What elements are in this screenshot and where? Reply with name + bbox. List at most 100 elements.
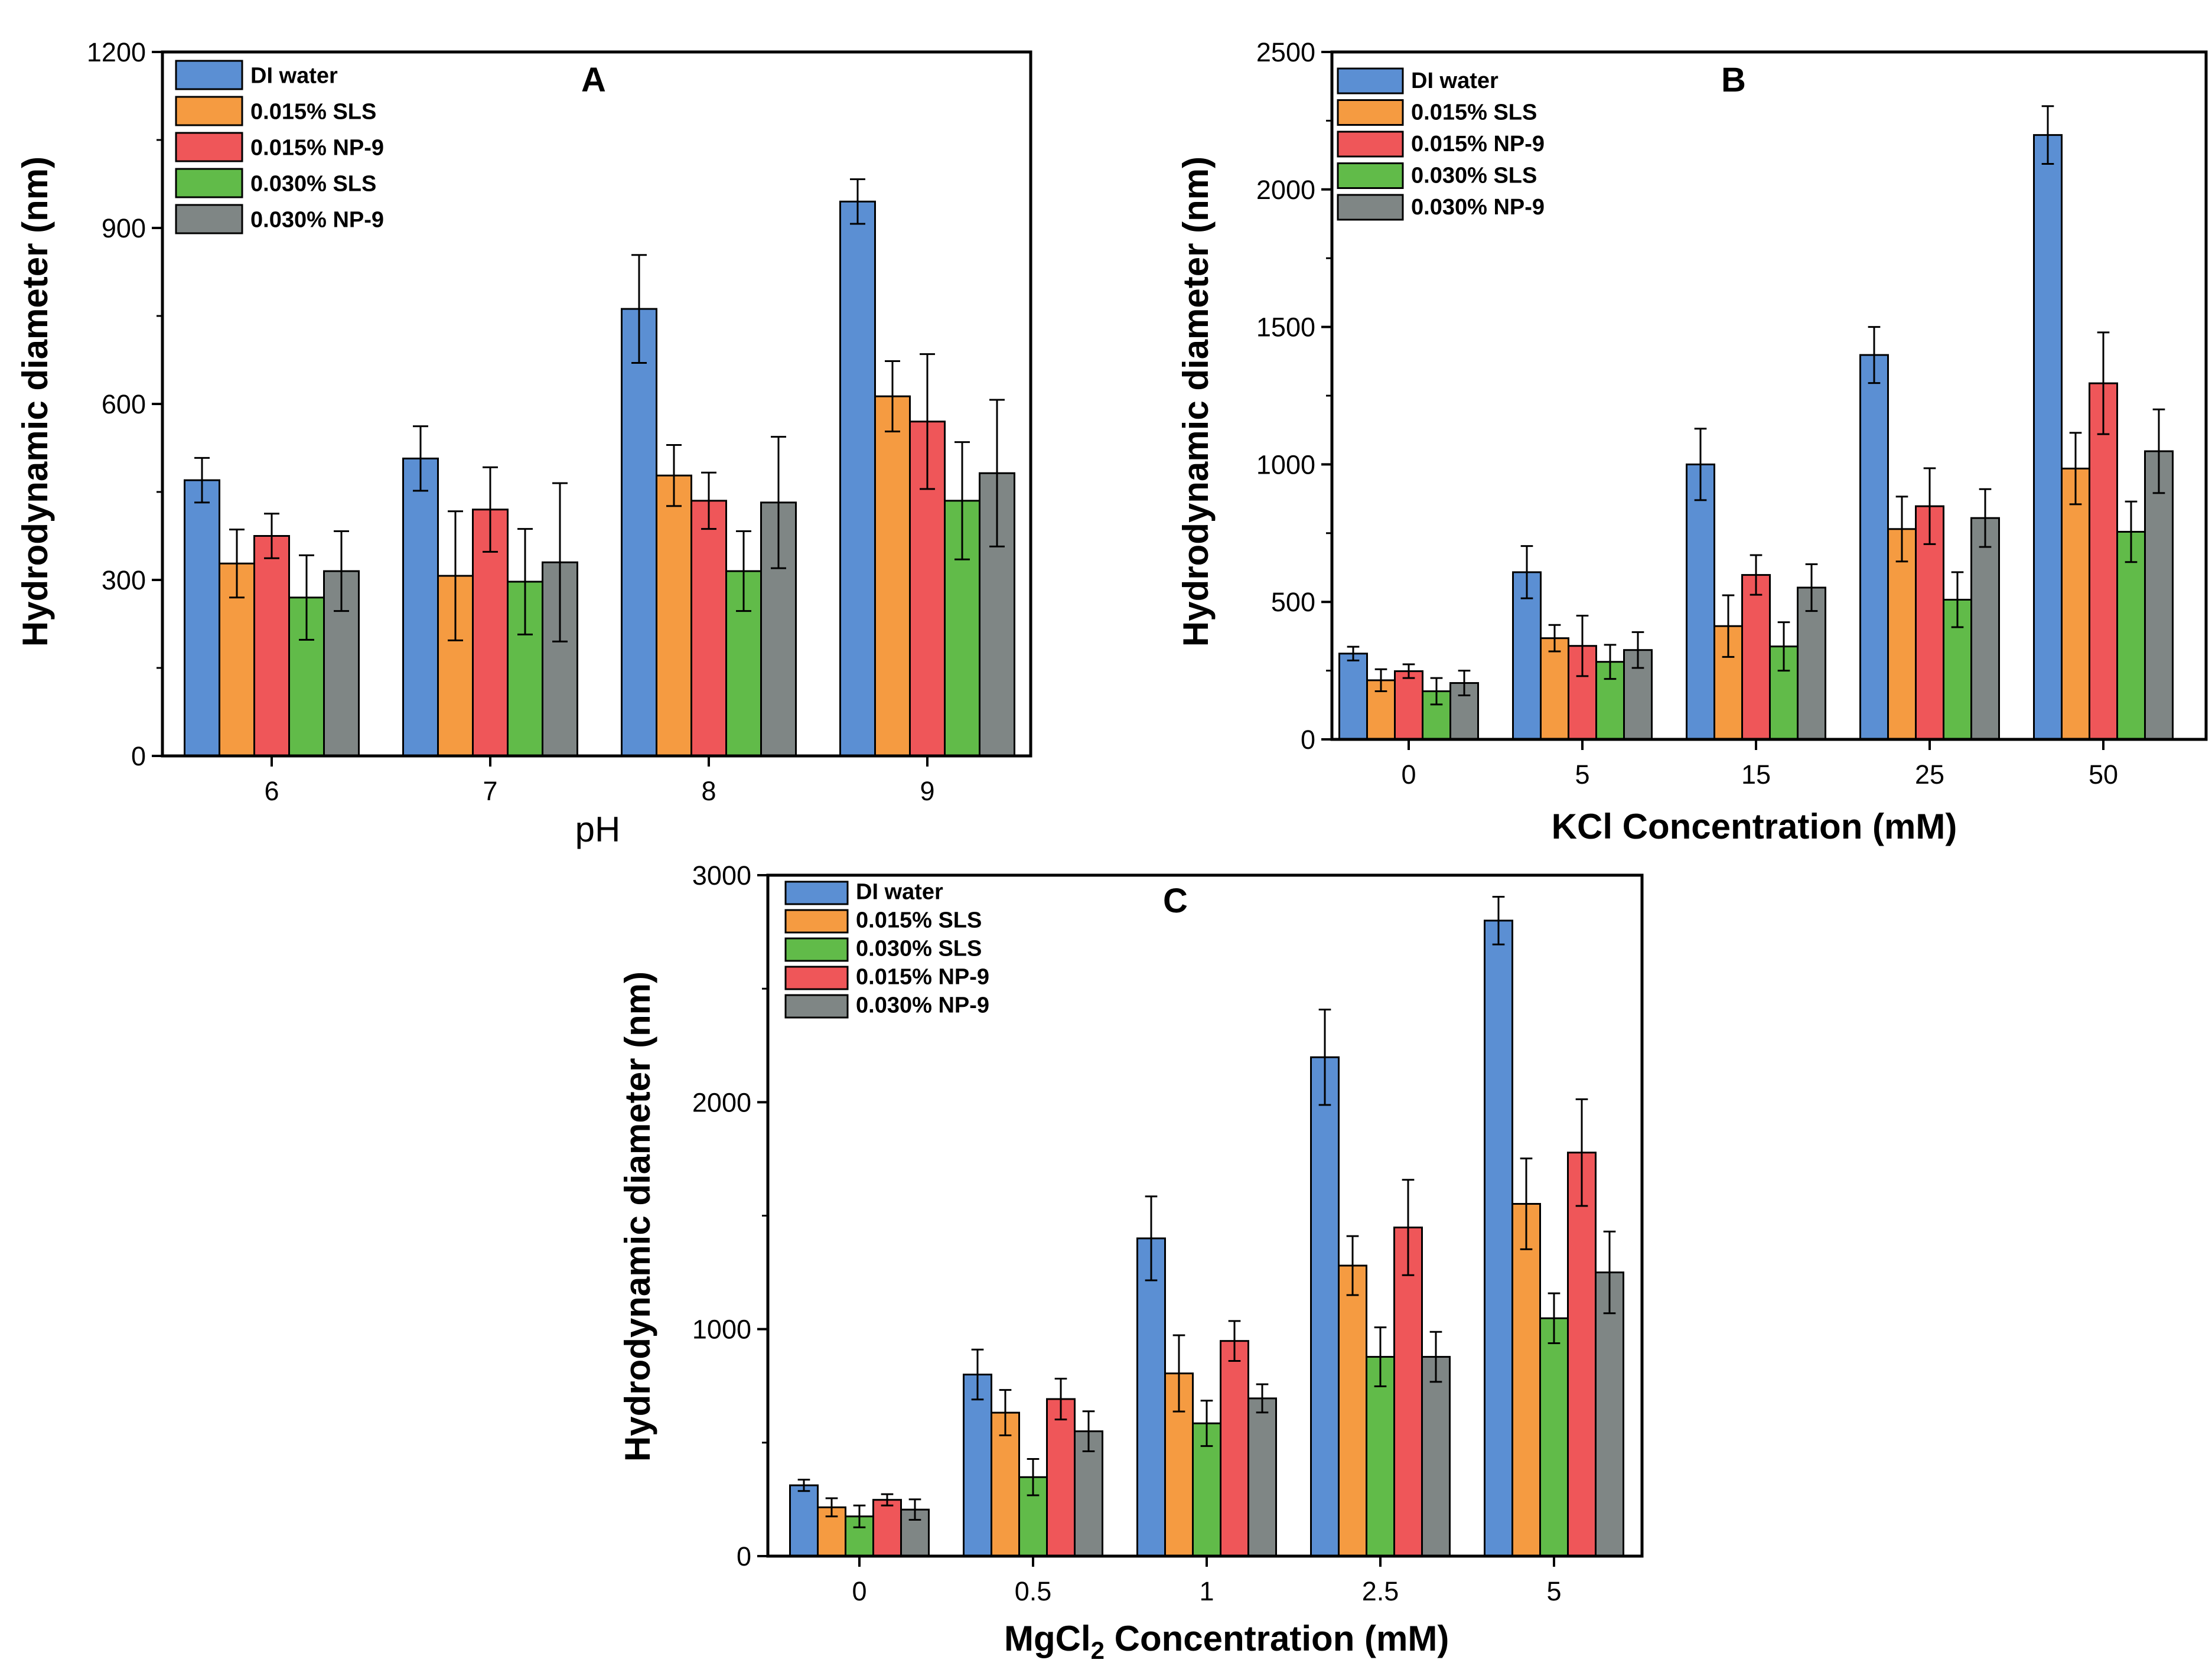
panel-c-bars (789, 896, 1624, 1557)
error-bar-p0-2-1 (666, 444, 682, 507)
error-bar-p1-2-4 (1805, 563, 1818, 612)
error-bar-p1-4-4 (2152, 408, 2165, 494)
bar-p0-0-0 (184, 479, 220, 757)
x-tick-label-p0-2: 8 (701, 776, 716, 806)
error-bar-p0-2-3 (736, 530, 751, 612)
error-bar-p0-1-3 (517, 528, 533, 635)
error-bar-p1-4-3 (2125, 500, 2138, 563)
x-tick-label-p2-1: 0.5 (1015, 1576, 1052, 1606)
error-bar-p1-0-3 (1430, 677, 1443, 706)
panel-b-x-axis-title: KCl Concentration (mM) (1552, 807, 1957, 846)
legend-swatch-p0-3 (175, 168, 243, 198)
error-bar-p2-1-4 (1082, 1410, 1095, 1452)
bar-p2-4-2 (1539, 1317, 1569, 1557)
bar-p2-4-4 (1595, 1271, 1624, 1557)
error-bar-p0-3-3 (954, 441, 970, 560)
legend-label-p0-1: 0.015% SLS (250, 99, 376, 124)
error-bar-p2-3-4 (1429, 1331, 1442, 1383)
legend-label-p1-3: 0.030% SLS (1411, 163, 1537, 188)
error-bar-p0-2-4 (771, 436, 786, 569)
y-tick-label-p0-1: 300 (102, 565, 146, 595)
error-bar-p1-2-1 (1722, 594, 1735, 658)
error-bar-p0-0-2 (264, 513, 279, 559)
bar-p2-1-3 (1046, 1398, 1076, 1557)
legend-label-p2-1: 0.015% SLS (856, 908, 982, 933)
error-bar-p0-2-0 (631, 254, 647, 364)
panel-a-y-axis-title: Hydrodynamic diameter (nm) (15, 156, 55, 647)
bar-p0-2-2 (690, 500, 727, 757)
y-tick-label-p1-2: 1000 (1256, 449, 1315, 480)
error-bar-p2-0-1 (825, 1497, 838, 1518)
bar-p1-1-1 (1540, 637, 1569, 741)
x-tick-label-p2-2: 1 (1199, 1576, 1214, 1606)
y-tick-label-p1-3: 1500 (1256, 312, 1315, 343)
panel-c-x-axis-title-main: MgCl (1004, 1619, 1091, 1658)
error-bar-p1-1-2 (1576, 614, 1589, 677)
legend-label-p1-4: 0.030% NP-9 (1411, 195, 1545, 220)
error-bar-p2-0-4 (908, 1498, 921, 1521)
panel-a-ticks: 6 7 8 9 0 300 600 900 1200 (87, 37, 935, 806)
error-bar-p0-0-0 (194, 457, 210, 504)
legend-swatch-p0-0 (175, 60, 243, 90)
panel-b-plot-frame (1330, 50, 2208, 741)
legend-swatch-p2-1 (784, 909, 849, 934)
error-bar-p1-4-0 (2041, 105, 2054, 165)
legend-swatch-p1-4 (1337, 194, 1404, 221)
error-bar-p2-2-3 (1228, 1320, 1241, 1362)
error-bar-p2-4-3 (1575, 1098, 1588, 1207)
bar-p2-2-3 (1220, 1340, 1249, 1557)
bar-p0-2-0 (621, 308, 657, 757)
error-bar-p0-1-2 (483, 466, 498, 553)
error-bar-p2-4-1 (1520, 1157, 1533, 1250)
legend-swatch-p0-1 (175, 96, 243, 126)
bar-p1-3-0 (1859, 354, 1889, 741)
error-bar-p1-2-3 (1777, 621, 1790, 672)
bar-p2-4-0 (1484, 919, 1513, 1557)
bar-p0-0-2 (253, 535, 290, 757)
error-bar-p1-3-0 (1868, 326, 1881, 384)
panel-c-title: C (1163, 882, 1188, 920)
bar-p1-1-2 (1568, 645, 1597, 741)
y-tick-label-p0-2: 600 (102, 389, 146, 419)
error-bar-p1-0-2 (1402, 663, 1415, 679)
error-bar-p2-2-0 (1145, 1195, 1158, 1282)
panel-a-plot-frame (161, 50, 1032, 758)
error-bar-p0-1-0 (413, 425, 428, 492)
y-tick-label-p0-3: 900 (102, 213, 146, 243)
error-bar-p2-3-0 (1318, 1009, 1331, 1106)
x-tick-label-p1-4: 50 (2089, 759, 2118, 790)
legend-label-p2-4: 0.030% NP-9 (856, 993, 989, 1018)
bar-p2-1-1 (991, 1411, 1020, 1557)
legend-label-p0-3: 0.030% SLS (250, 171, 376, 196)
bar-p1-2-2 (1741, 574, 1771, 741)
error-bar-p0-3-2 (920, 353, 935, 490)
bar-p2-2-0 (1136, 1237, 1166, 1557)
panel-a-title: A (581, 61, 606, 99)
panel-b-legend: DI water 0.015% SLS 0.015% NP-9 0.030% SLS 0… (1337, 67, 1545, 221)
bar-p1-4-1 (2061, 467, 2090, 741)
bar-p1-4-4 (2144, 450, 2174, 741)
bar-p2-3-4 (1421, 1356, 1451, 1557)
panel-c-plot-frame (766, 873, 1644, 1558)
error-bar-p1-0-0 (1347, 645, 1360, 661)
bar-p2-4-1 (1511, 1203, 1541, 1557)
panel-c-x-axis-title: MgCl2 Concentration (mM) (1004, 1619, 1449, 1664)
error-bar-p1-3-2 (1923, 467, 1936, 545)
error-bar-p2-2-4 (1256, 1383, 1269, 1414)
panel-a-legend: DI water 0.015% SLS 0.015% NP-9 0.030% SLS 0… (175, 60, 384, 234)
error-bar-p2-3-1 (1346, 1235, 1359, 1296)
legend-swatch-p1-0 (1337, 67, 1404, 94)
legend-swatch-p1-2 (1337, 131, 1404, 158)
error-bar-p2-1-0 (971, 1348, 984, 1401)
bar-p1-4-0 (2033, 134, 2063, 741)
error-bar-p2-0-3 (881, 1493, 894, 1507)
bar-p0-3-0 (839, 200, 876, 757)
error-bar-p2-3-3 (1402, 1179, 1415, 1276)
error-bar-p1-0-4 (1458, 670, 1471, 697)
error-bar-p1-0-1 (1374, 668, 1387, 693)
y-tick-label-p1-4: 2000 (1256, 175, 1315, 205)
y-tick-label-p0-0: 0 (131, 741, 146, 771)
x-tick-label-p0-1: 7 (483, 776, 497, 806)
